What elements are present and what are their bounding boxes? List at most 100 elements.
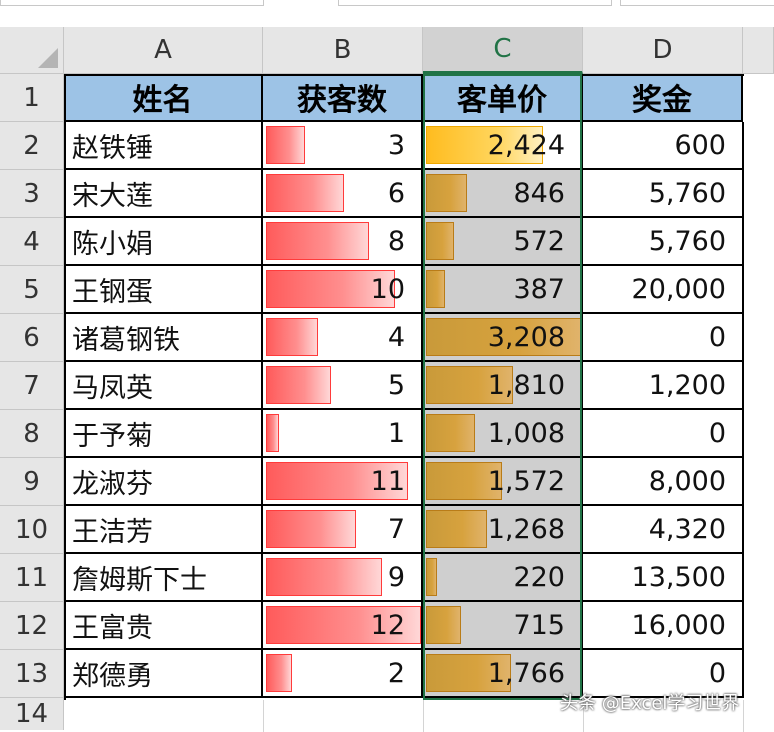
count-text: 1 bbox=[387, 417, 405, 449]
bonus-text: 0 bbox=[708, 417, 726, 449]
cell-bonus[interactable]: 20,000 bbox=[583, 266, 744, 314]
cell-price[interactable]: 846 bbox=[423, 170, 583, 218]
cell-count[interactable]: 3 bbox=[263, 122, 423, 170]
cell-price[interactable]: 1,268 bbox=[423, 506, 583, 554]
count-databar bbox=[266, 174, 344, 212]
name-box[interactable] bbox=[0, 0, 264, 6]
row-header-1[interactable]: 1 bbox=[0, 74, 64, 122]
cell-name[interactable]: 马凤英 bbox=[64, 362, 263, 410]
cell-name[interactable]: 郑德勇 bbox=[64, 650, 263, 698]
header-name-cell[interactable]: 姓名 bbox=[64, 74, 263, 122]
row-header-8[interactable]: 8 bbox=[0, 410, 64, 458]
header-bonus-cell[interactable]: 奖金 bbox=[583, 74, 743, 122]
cell-count[interactable]: 5 bbox=[263, 362, 423, 410]
watermark: 头条 @Excel学习世界 bbox=[560, 693, 740, 714]
cell-price[interactable]: 1,008 bbox=[423, 410, 583, 458]
column-header-a[interactable]: A bbox=[64, 27, 263, 74]
price-text: 1,008 bbox=[487, 417, 565, 449]
table-left-border bbox=[64, 74, 66, 700]
row-header-7[interactable]: 7 bbox=[0, 362, 64, 410]
cell-bonus[interactable]: 5,760 bbox=[583, 218, 744, 266]
empty-row-14[interactable] bbox=[64, 700, 774, 732]
row-header-12[interactable]: 12 bbox=[0, 602, 64, 650]
count-databar bbox=[266, 222, 369, 260]
cell-bonus[interactable]: 16,000 bbox=[583, 602, 744, 650]
count-databar bbox=[266, 270, 395, 308]
count-databar bbox=[266, 654, 292, 692]
cell-count[interactable]: 2 bbox=[263, 650, 423, 698]
formula-bar[interactable] bbox=[620, 0, 774, 6]
select-all-corner[interactable] bbox=[0, 27, 64, 74]
cell-price[interactable]: 1,810 bbox=[423, 362, 583, 410]
price-databar bbox=[426, 174, 467, 212]
price-databar bbox=[426, 606, 461, 644]
cell-name[interactable]: 诸葛钢铁 bbox=[64, 314, 263, 362]
count-text: 6 bbox=[387, 177, 405, 209]
name-text: 宋大莲 bbox=[72, 180, 153, 212]
cell-price[interactable]: 2,424 bbox=[423, 122, 583, 170]
cell-count[interactable]: 9 bbox=[263, 554, 423, 602]
price-databar bbox=[426, 414, 475, 452]
column-header-d[interactable]: D bbox=[583, 27, 743, 74]
row-header-13[interactable]: 13 bbox=[0, 650, 64, 698]
cell-count[interactable]: 11 bbox=[263, 458, 423, 506]
header-price-cell[interactable]: 客单价 bbox=[423, 74, 583, 122]
cell-bonus[interactable]: 0 bbox=[583, 314, 744, 362]
price-text: 1,268 bbox=[487, 513, 565, 545]
cell-name[interactable]: 王钢蛋 bbox=[64, 266, 263, 314]
cell-count[interactable]: 8 bbox=[263, 218, 423, 266]
cell-price[interactable]: 1,572 bbox=[423, 458, 583, 506]
row-header-5[interactable]: 5 bbox=[0, 266, 64, 314]
cell-count[interactable]: 6 bbox=[263, 170, 423, 218]
cell-bonus[interactable]: 0 bbox=[583, 650, 744, 698]
price-text: 1,572 bbox=[487, 465, 565, 497]
price-text: 387 bbox=[513, 273, 565, 305]
price-text: 572 bbox=[513, 225, 565, 257]
column-header-e[interactable] bbox=[743, 27, 774, 74]
column-header-b[interactable]: B bbox=[263, 27, 423, 74]
cell-price[interactable]: 220 bbox=[423, 554, 583, 602]
cell-bonus[interactable]: 8,000 bbox=[583, 458, 744, 506]
bonus-text: 20,000 bbox=[631, 273, 726, 305]
column-header-c[interactable]: C bbox=[423, 27, 583, 74]
row-header-2[interactable]: 2 bbox=[0, 122, 64, 170]
cell-count[interactable]: 12 bbox=[263, 602, 423, 650]
cell-name[interactable]: 王洁芳 bbox=[64, 506, 263, 554]
cell-count[interactable]: 1 bbox=[263, 410, 423, 458]
cell-price[interactable]: 572 bbox=[423, 218, 583, 266]
cell-bonus[interactable]: 4,320 bbox=[583, 506, 744, 554]
cell-count[interactable]: 10 bbox=[263, 266, 423, 314]
cell-price[interactable]: 3,208 bbox=[423, 314, 583, 362]
cell-name[interactable]: 赵铁锤 bbox=[64, 122, 263, 170]
name-text: 詹姆斯下士 bbox=[72, 564, 207, 596]
cell-count[interactable]: 7 bbox=[263, 506, 423, 554]
cell-bonus[interactable]: 5,760 bbox=[583, 170, 744, 218]
price-databar bbox=[426, 126, 543, 164]
cell-name[interactable]: 龙淑芬 bbox=[64, 458, 263, 506]
price-text: 1,766 bbox=[487, 657, 565, 689]
cell-bonus[interactable]: 1,200 bbox=[583, 362, 744, 410]
cell-name[interactable]: 于予菊 bbox=[64, 410, 263, 458]
row-header-3[interactable]: 3 bbox=[0, 170, 64, 218]
cell-name[interactable]: 陈小娟 bbox=[64, 218, 263, 266]
row-header-14[interactable]: 14 bbox=[0, 698, 64, 730]
row-header-11[interactable]: 11 bbox=[0, 554, 64, 602]
row-header-10[interactable]: 10 bbox=[0, 506, 64, 554]
cell-count[interactable]: 4 bbox=[263, 314, 423, 362]
cell-name[interactable]: 王富贵 bbox=[64, 602, 263, 650]
gridline bbox=[263, 700, 264, 732]
cell-price[interactable]: 387 bbox=[423, 266, 583, 314]
header-count-cell[interactable]: 获客数 bbox=[263, 74, 423, 122]
row-header-6[interactable]: 6 bbox=[0, 314, 64, 362]
cell-bonus[interactable]: 600 bbox=[583, 122, 744, 170]
row-header-9[interactable]: 9 bbox=[0, 458, 64, 506]
cell-bonus[interactable]: 0 bbox=[583, 410, 744, 458]
bonus-text: 13,500 bbox=[631, 561, 726, 593]
row-header-4[interactable]: 4 bbox=[0, 218, 64, 266]
cell-name[interactable]: 詹姆斯下士 bbox=[64, 554, 263, 602]
cell-price[interactable]: 1,766 bbox=[423, 650, 583, 698]
cell-name[interactable]: 宋大莲 bbox=[64, 170, 263, 218]
cell-bonus[interactable]: 13,500 bbox=[583, 554, 744, 602]
formula-area-box[interactable] bbox=[338, 0, 612, 6]
cell-price[interactable]: 715 bbox=[423, 602, 583, 650]
